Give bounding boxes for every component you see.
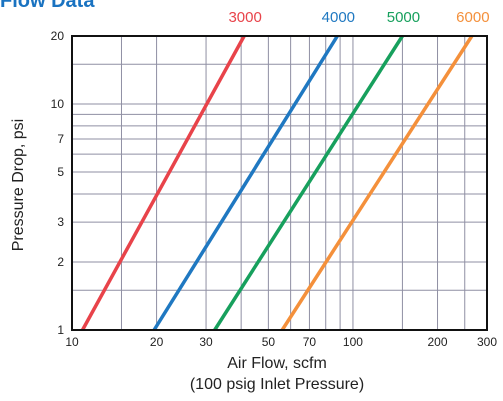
y-tick-label: 20 [51,29,65,43]
x-tick-label: 50 [262,335,276,349]
y-axis-label: Pressure Drop, psi [10,119,27,252]
y-tick-label: 2 [57,255,64,269]
series-line-6000 [280,35,474,331]
y-tick-label: 10 [51,97,65,111]
chart-title: Flow Data [0,0,95,12]
series-label-4000: 4000 [322,9,355,26]
series-labels: 3000 4000 5000 6000 [228,9,489,26]
y-tick-label: 1 [57,323,64,337]
x-tick-labels: 10 20 30 50 70 100 200 300 [65,335,497,349]
series-line-5000 [213,35,404,331]
series-lines [80,35,474,331]
x-tick-label: 30 [199,335,213,349]
series-label-6000: 6000 [456,9,489,26]
x-tick-label: 10 [65,335,79,349]
y-tick-labels: 1 2 3 5 7 10 20 [51,29,65,337]
series-line-3000 [80,35,246,331]
series-label-5000: 5000 [387,9,420,26]
x-axis-sublabel: (100 psig Inlet Pressure) [190,376,364,393]
grid [72,36,487,330]
x-tick-label: 200 [428,335,448,349]
series-label-3000: 3000 [228,9,261,26]
x-tick-label: 300 [477,335,497,349]
x-axis-label: Air Flow, scfm [227,355,327,372]
x-tick-label: 70 [303,335,317,349]
x-tick-label: 100 [343,335,363,349]
y-tick-label: 5 [57,165,64,179]
y-tick-label: 3 [57,215,64,229]
y-tick-label: 7 [57,132,64,146]
series-line-4000 [152,35,339,331]
plot-frame [71,35,488,331]
x-tick-label: 20 [150,335,164,349]
